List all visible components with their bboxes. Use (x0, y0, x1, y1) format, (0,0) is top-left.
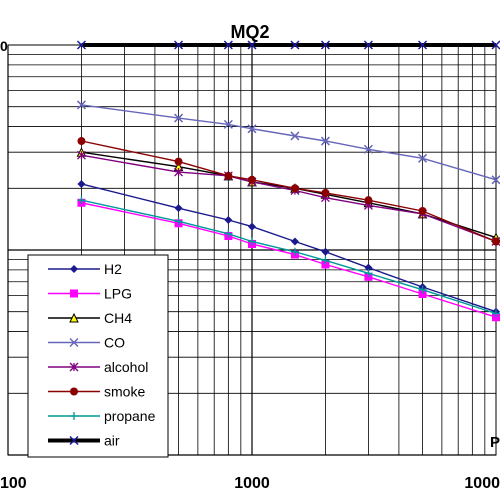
data-point-air (76, 40, 86, 50)
data-point-propane (364, 269, 373, 278)
data-point-smoke (492, 237, 500, 246)
legend: H2 LPG CH4 CO alcohol smoke propane air (27, 254, 169, 458)
data-point-smoke (418, 206, 427, 215)
data-point-h2 (77, 179, 86, 188)
axis-labels: 100 1000 1000 0 P (0, 38, 500, 492)
data-point-h2 (248, 222, 256, 231)
data-point-smoke (77, 137, 86, 146)
data-point-co (491, 175, 500, 185)
data-point-alcohol (174, 167, 184, 177)
data-point-smoke (290, 184, 299, 193)
data-point-air (174, 40, 184, 50)
data-point-co (290, 131, 300, 141)
x-axis-unit-label: P (490, 434, 500, 451)
data-point-propane (174, 217, 183, 226)
data-point-alcohol (76, 150, 86, 160)
data-point-co (223, 119, 233, 129)
legend-label-h2: H2 (104, 261, 122, 277)
data-point-lpg (418, 290, 427, 299)
legend-box (27, 254, 169, 458)
data-point-co (247, 124, 257, 134)
data-point-smoke (248, 175, 256, 184)
data-point-air (491, 40, 500, 50)
x-tick-label: 1000 (234, 475, 270, 492)
y-tick-label: 0 (0, 38, 8, 54)
chart-title: MQ2 (230, 22, 269, 42)
series-layer (76, 40, 500, 322)
data-point-propane (248, 237, 256, 246)
data-point-air (223, 40, 233, 50)
data-point-h2 (364, 263, 373, 272)
gridlines (7, 45, 496, 456)
data-point-air (418, 40, 428, 50)
data-point-propane (418, 285, 427, 294)
legend-marker-smoke (70, 387, 78, 396)
data-point-co (174, 113, 184, 123)
legend-marker-h2 (70, 265, 78, 273)
legend-marker-propane (70, 412, 78, 420)
data-point-propane (492, 309, 500, 318)
data-point-h2 (224, 216, 233, 225)
series-air (76, 40, 500, 50)
legend-label-ch4: CH4 (104, 310, 132, 326)
legend-label-lpg: LPG (104, 286, 132, 302)
data-point-smoke (224, 171, 233, 180)
data-point-propane (290, 247, 299, 256)
series-propane (77, 196, 500, 318)
data-point-co (418, 153, 428, 163)
data-point-propane (224, 229, 233, 238)
data-point-propane (321, 256, 330, 265)
x-tick-label: 1000 (464, 475, 500, 492)
legend-marker-air (69, 435, 79, 446)
data-point-air (363, 40, 373, 50)
data-point-propane (77, 196, 86, 205)
x-tick-label: 100 (0, 475, 27, 492)
series-smoke (77, 137, 500, 246)
legend-marker-alcohol (69, 362, 79, 372)
data-point-air (320, 40, 330, 50)
data-point-lpg (321, 260, 330, 269)
legend-marker-co (69, 337, 79, 348)
legend-label-air: air (104, 433, 120, 449)
data-point-h2 (174, 204, 183, 213)
legend-marker-lpg (70, 289, 78, 298)
data-point-co (76, 100, 86, 110)
data-point-smoke (321, 188, 330, 197)
data-point-co (363, 144, 373, 154)
data-point-co (320, 136, 330, 146)
data-point-h2 (321, 247, 330, 256)
data-point-smoke (174, 157, 183, 166)
legend-label-co: CO (104, 335, 125, 351)
data-point-h2 (290, 237, 299, 246)
data-point-air (247, 40, 257, 50)
legend-label-alcohol: alcohol (104, 359, 148, 375)
series-co (76, 100, 500, 185)
data-point-air (290, 40, 300, 50)
data-point-smoke (364, 196, 373, 205)
legend-label-propane: propane (104, 408, 156, 424)
legend-marker-ch4 (69, 312, 79, 323)
legend-label-smoke: smoke (104, 384, 145, 400)
